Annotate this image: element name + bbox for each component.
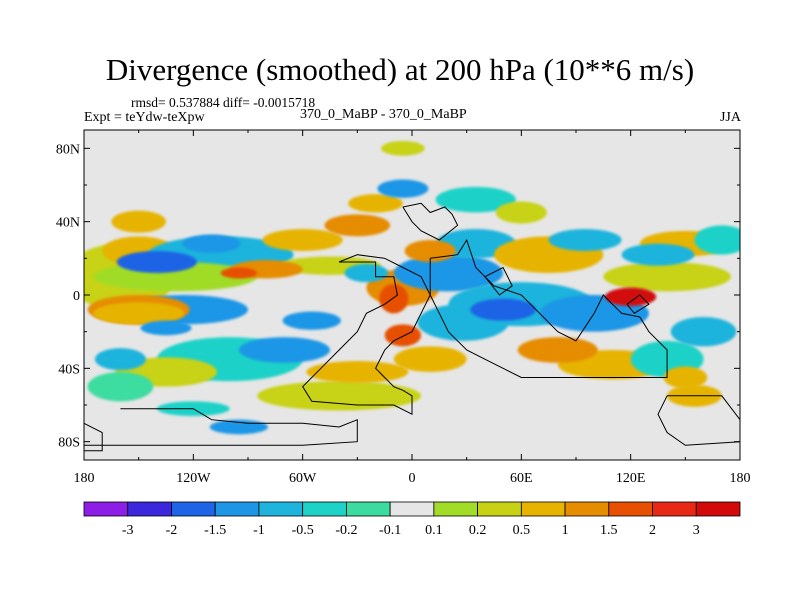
colorbar-label: 1.5 [600,523,618,538]
divergence-contour [605,287,657,307]
season-label: JJA [719,110,741,125]
divergence-contour [94,348,146,371]
y-tick-label: 40N [56,216,80,231]
colorbar-label: 0.5 [513,523,531,538]
colorbar-swatch [171,501,216,517]
coastline [657,395,740,446]
colorbar-label: -0.2 [335,523,357,538]
colorbar-label: -2 [166,523,178,538]
coastline [484,266,513,296]
colorbar-swatch [652,501,697,517]
divergence-contour [238,337,330,363]
divergence-contour [603,262,731,292]
divergence-contour [282,311,341,330]
divergence-contour [262,229,343,251]
colorbar-label: -0.1 [379,523,401,538]
divergence-contour [182,234,241,253]
colorbar-swatch [520,501,566,517]
divergence-contour [111,210,166,233]
divergence-contour [663,366,708,389]
colorbar-swatch [608,501,653,517]
divergence-contour [344,263,389,283]
y-tick-label: 0 [73,289,80,304]
x-tick-label: 60E [510,471,533,486]
y-tick-label: 80S [58,436,80,451]
colorbar-swatch [83,501,129,517]
experiment-periods: 370_0_MaBP - 370_0_MaBP [300,107,467,122]
colorbar-label: -3 [122,523,134,538]
divergence-contour [116,251,197,273]
coastline [626,294,650,314]
divergence-contour [621,243,695,266]
colorbar-swatch [477,501,522,517]
colorbar-label: -1.5 [204,523,226,538]
divergence-contour [548,229,622,251]
x-tick-label: 180 [730,471,751,486]
x-tick-label: 0 [409,471,416,486]
axis-ticks: 180 120W 60W 0 60E 120E 180 80N 40N 0 40S 80S [56,130,751,486]
y-tick-label: 80N [56,142,80,157]
colorbar-label: -1 [253,523,265,538]
divergence-contour [379,284,409,314]
colorbar-swatch [214,501,260,517]
divergence-contour [381,141,425,156]
divergence-contour [470,298,536,321]
experiment-label: Expt = teYdw-teXpw [84,110,205,125]
divergence-contour [435,186,516,213]
x-tick-label: 120E [616,471,646,486]
colorbar-swatch [389,501,435,517]
colorbar-swatch [127,501,172,517]
colorbar-label: 2 [649,523,656,538]
continent-outlines [84,202,740,452]
colorbar-label: -0.5 [292,523,314,538]
coastline [84,408,358,446]
divergence-contour [93,302,185,325]
colorbar-label: 0.1 [425,523,443,538]
colorbar-label: 1 [562,523,569,538]
colorbar-swatch [302,501,347,517]
colorbar-label: 0.2 [469,523,487,538]
colorbar-swatch [345,501,391,517]
divergence-contour [393,346,467,372]
colorbar-label: 3 [693,523,700,538]
colorbar: -3 -2 -1.5 -1 -0.5 -0.2 -0.1 0.1 0.2 0.5 1 1.5 2 3 [83,501,741,538]
divergence-contour [348,194,403,213]
y-tick-label: 40S [58,362,80,377]
coastline [402,202,459,241]
x-tick-label: 60W [289,471,317,486]
divergence-contour [87,372,154,402]
divergence-contour [384,324,422,347]
divergence-contour [694,225,740,255]
x-tick-label: 180 [74,471,95,486]
divergence-contour [377,179,429,198]
coastline [84,422,103,452]
divergence-contour [670,317,737,347]
divergence-contour [393,254,504,292]
divergence-contour [257,381,422,411]
divergence-contour [324,214,391,237]
colorbar-swatch [258,501,304,517]
coastline [302,254,431,416]
divergence-contour [495,201,547,224]
chart-title: Divergence (smoothed) at 200 hPa (10**6 … [105,52,695,87]
colorbar-swatch [695,501,741,517]
colorbar-swatch [433,501,479,517]
x-tick-label: 120W [176,471,211,486]
colorbar-swatch [564,501,610,517]
divergence-contour [140,320,192,336]
divergence-contour [517,337,598,363]
divergence-contour [209,419,269,435]
divergence-contour [220,267,258,279]
rmsd-diff-stats: rmsd= 0.537884 diff= -0.0015718 [131,95,316,110]
divergence-contour [306,361,409,383]
divergence-field [84,141,740,435]
coastline [429,238,668,378]
